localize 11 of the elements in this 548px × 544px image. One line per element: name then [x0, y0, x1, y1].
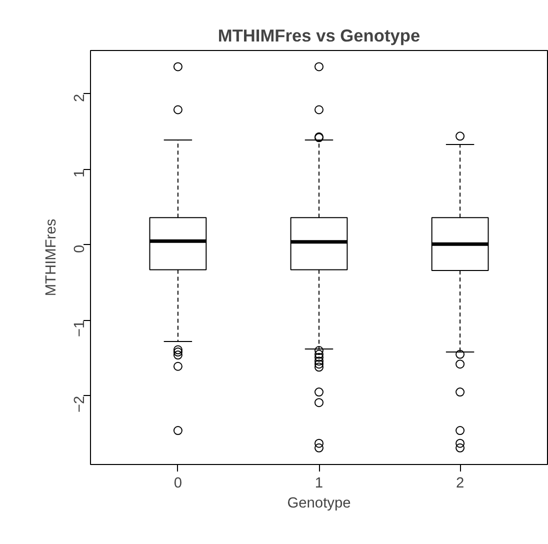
- y-axis-title: MTHIMFres: [44, 218, 60, 296]
- chart-title: MTHIMFres vs Genotype: [218, 26, 420, 46]
- x-tick-label: 1: [314, 476, 324, 492]
- y-tick-label: −2: [72, 396, 88, 413]
- y-tick-label: −1: [72, 320, 88, 338]
- y-tick-label: 1: [72, 169, 88, 178]
- y-tick-label: 0: [72, 244, 88, 254]
- y-tick-label: 2: [72, 94, 88, 102]
- x-axis-title: Genotype: [287, 496, 351, 512]
- x-tick-label: 2: [456, 476, 464, 492]
- x-tick-label: 0: [174, 476, 182, 492]
